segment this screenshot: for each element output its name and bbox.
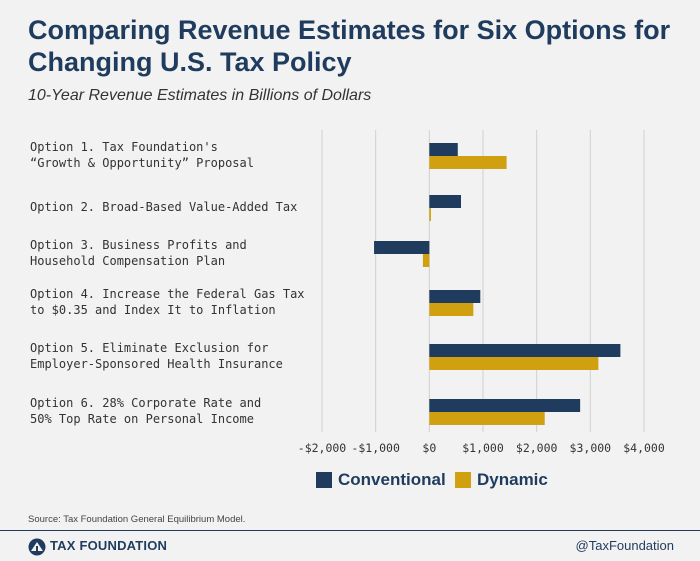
legend-swatch-conventional <box>316 472 332 488</box>
x-tick-label-1: -$1,000 <box>351 441 400 455</box>
bar-dynamic-option-6 <box>429 412 545 425</box>
tax-foundation-logo-icon <box>28 538 46 556</box>
bar-conventional-option-3 <box>374 241 430 254</box>
category-label-line: Employer-Sponsored Health Insurance <box>30 357 283 371</box>
x-tick-label-3: $1,000 <box>462 441 504 455</box>
x-tick-label-2: $0 <box>422 441 436 455</box>
category-label-option-2: Option 2. Broad-Based Value-Added Tax <box>30 199 330 215</box>
category-label-option-4: Option 4. Increase the Federal Gas Tax to… <box>30 286 330 318</box>
legend-swatch-dynamic <box>455 472 471 488</box>
category-label-line: Option 2. Broad-Based Value-Added Tax <box>30 200 298 214</box>
category-label-line: Household Compensation Plan <box>30 254 226 268</box>
category-label-line: Option 6. 28% Corporate Rate and <box>30 396 262 410</box>
category-label-option-3: Option 3. Business Profits and Household … <box>30 237 330 269</box>
bar-dynamic-option-2 <box>429 208 431 221</box>
category-label-line: Option 1. Tax Foundation's <box>30 140 218 154</box>
footer-twitter-handle[interactable]: @TaxFoundation <box>575 538 674 553</box>
category-label-line: to $0.35 and Index It to Inflation <box>30 303 276 317</box>
category-label-option-1: Option 1. Tax Foundation's “Growth & Oppo… <box>30 139 330 171</box>
bar-dynamic-option-3 <box>422 254 430 267</box>
bar-dynamic-option-1 <box>429 156 507 169</box>
bar-conventional-option-2 <box>429 195 461 208</box>
chart-subtitle: 10-Year Revenue Estimates in Billions of… <box>28 87 372 104</box>
bar-conventional-option-4 <box>429 290 481 303</box>
category-label-option-5: Option 5. Eliminate Exclusion for Employe… <box>30 340 330 372</box>
chart-title: Comparing Revenue Estimates for Six Opti… <box>28 15 671 77</box>
legend-label-dynamic: Dynamic <box>477 470 548 489</box>
source-note: Source: Tax Foundation General Equilibri… <box>28 514 246 525</box>
legend-label-conventional: Conventional <box>338 470 446 489</box>
category-label-line: Option 4. Increase the Federal Gas Tax <box>30 287 305 301</box>
category-label-line: Option 3. Business Profits and <box>30 238 247 252</box>
bar-conventional-option-6 <box>429 399 581 412</box>
category-label-line: 50% Top Rate on Personal Income <box>30 412 254 426</box>
x-tick-label-5: $3,000 <box>570 441 612 455</box>
bar-conventional-option-1 <box>429 143 458 156</box>
footer-bar: TAX FOUNDATION @TaxFoundation <box>0 530 700 561</box>
bar-dynamic-option-4 <box>429 303 474 316</box>
category-label-line: Option 5. Eliminate Exclusion for <box>30 341 269 355</box>
x-tick-label-0: -$2,000 <box>298 441 347 455</box>
category-label-option-6: Option 6. 28% Corporate Rate and 50% Top … <box>30 395 330 427</box>
bar-conventional-option-5 <box>429 344 621 357</box>
x-tick-label-6: $4,000 <box>623 441 665 455</box>
legend: Conventional Dynamic <box>0 468 700 492</box>
x-tick-label-4: $2,000 <box>516 441 558 455</box>
footer-brand: TAX FOUNDATION <box>50 538 168 553</box>
revenue-bar-chart: -$2,000 -$1,000 $0 $1,000 $2,000 $3,000 $4,000 <box>298 130 665 455</box>
category-label-line: “Growth & Opportunity” Proposal <box>30 156 254 170</box>
bar-dynamic-option-5 <box>429 357 599 370</box>
